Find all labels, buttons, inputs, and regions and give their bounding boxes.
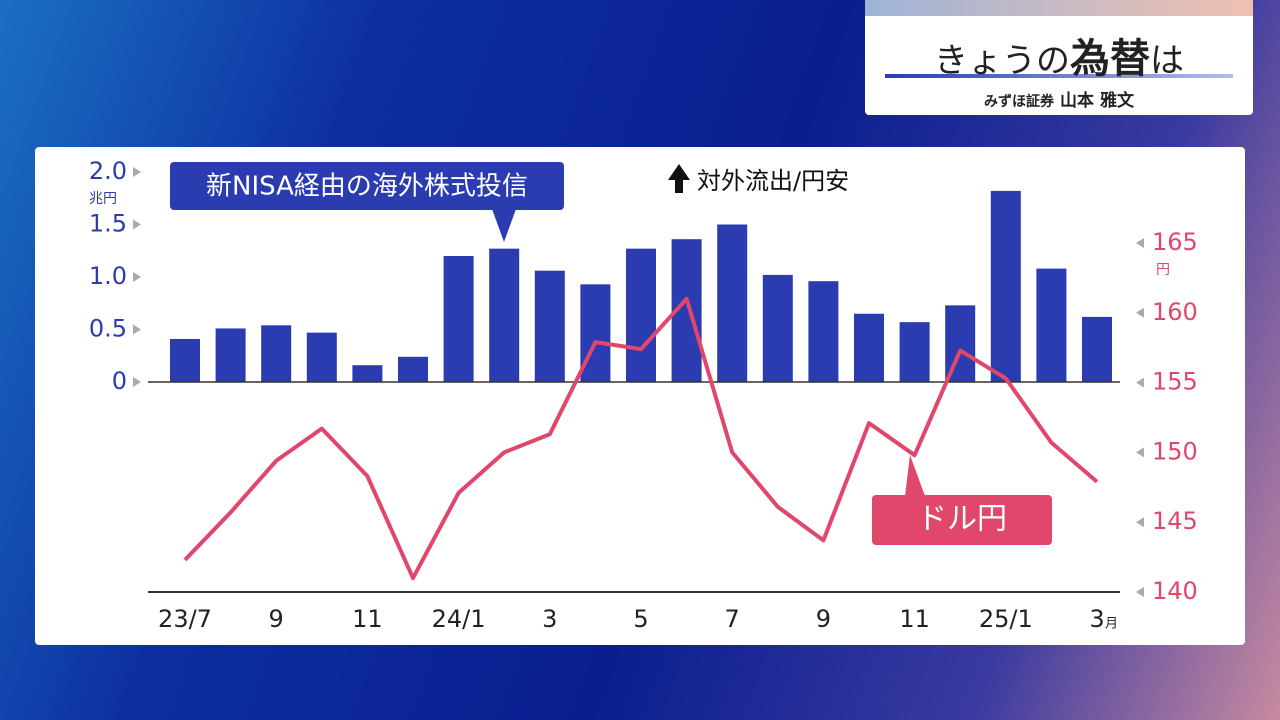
- legend-box: [170, 162, 564, 210]
- y-tick: [133, 167, 141, 177]
- y-tick-label: 1.0: [89, 262, 127, 290]
- bar: [534, 270, 565, 382]
- bar: [717, 224, 748, 382]
- arrow-icon: [668, 164, 690, 193]
- y2-tick: [1136, 587, 1144, 597]
- x-tick-label: 5: [633, 605, 648, 633]
- bar: [170, 338, 200, 382]
- legend-label: ドル円: [917, 502, 1007, 537]
- person: 山本 雅文: [1060, 91, 1134, 111]
- legend-pointer: [492, 209, 516, 242]
- legend-box: [872, 495, 1052, 545]
- y2-tick: [1136, 377, 1144, 388]
- x-unit: 月: [1105, 617, 1118, 632]
- bar: [489, 248, 520, 382]
- y-tick-label: 1.5: [89, 210, 127, 238]
- x-tick-label: 3: [542, 605, 557, 633]
- title-part: は: [1150, 41, 1184, 81]
- y2-tick: [1136, 307, 1144, 318]
- x-tick-label: 9: [816, 605, 831, 633]
- bar: [626, 248, 656, 382]
- bar: [899, 322, 930, 382]
- bar: [306, 332, 337, 382]
- y-tick-label: 2.0: [89, 157, 127, 185]
- y2-tick: [1136, 238, 1144, 248]
- title-part: 為替: [1070, 36, 1150, 82]
- x-tick-label: 9: [269, 605, 284, 633]
- y2-tick-label: 165: [1152, 228, 1198, 256]
- y-tick: [133, 219, 141, 230]
- x-tick-label: 23/7: [158, 605, 212, 633]
- header-title: きょうの為替は: [865, 26, 1253, 82]
- y-tick: [133, 272, 141, 282]
- x-tick-label: 11: [899, 605, 930, 633]
- y2-tick-label: 150: [1152, 437, 1198, 465]
- y-unit: 兆円: [89, 191, 117, 207]
- x-tick-label: 7: [725, 605, 740, 633]
- y2-tick: [1136, 517, 1144, 528]
- y2-tick-label: 155: [1152, 368, 1198, 396]
- line: [183, 296, 1099, 581]
- header: きょうの為替は みずほ証券 山本 雅文: [865, 0, 1253, 115]
- y-tick: [133, 377, 141, 387]
- y2-unit: 円: [1156, 262, 1170, 278]
- x-tick-label: 24/1: [432, 605, 486, 633]
- bar: [808, 281, 839, 382]
- y-tick-label: 0.5: [89, 315, 127, 343]
- bar: [443, 256, 474, 382]
- company: みずほ証券: [984, 94, 1055, 110]
- y2-tick-label: 160: [1152, 298, 1198, 326]
- legend-pointer: [905, 455, 925, 496]
- bar: [352, 365, 383, 382]
- bar: [1036, 268, 1067, 382]
- y2-tick-label: 140: [1152, 577, 1198, 605]
- y-tick-label: 0: [112, 367, 127, 395]
- bar: [215, 328, 246, 382]
- panel: [35, 147, 1245, 645]
- bar: [261, 325, 292, 382]
- y-tick: [133, 324, 141, 335]
- bar: [990, 190, 1021, 382]
- legend-label: 新NISA経由の海外株式投信: [206, 172, 528, 202]
- x-tick-label: 11: [352, 605, 383, 633]
- bar: [762, 274, 793, 382]
- y2-tick-label: 145: [1152, 507, 1198, 535]
- annotation: 対外流出/円安: [697, 167, 849, 195]
- title-part: きょうの: [934, 41, 1070, 81]
- bar: [854, 313, 884, 382]
- bar: [398, 356, 428, 382]
- bar: [1082, 316, 1112, 382]
- y2-tick: [1136, 447, 1144, 458]
- x-tick-label: 3: [1089, 605, 1104, 633]
- x-tick-label: 25/1: [979, 605, 1033, 633]
